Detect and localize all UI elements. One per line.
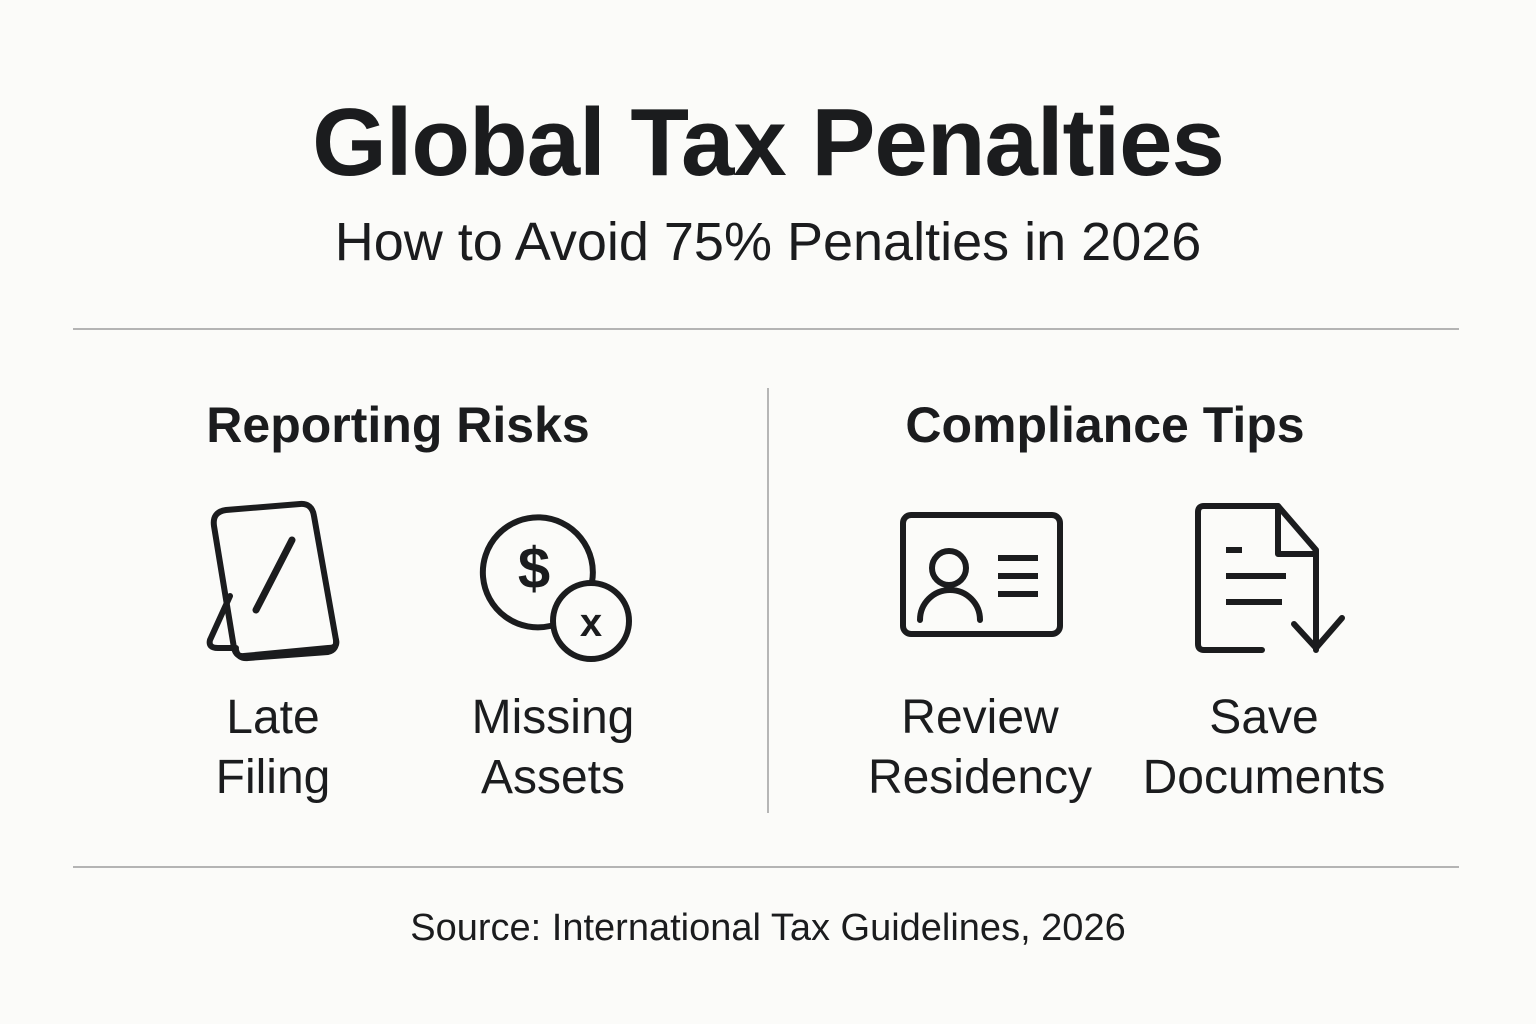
item-label-save-documents: Save Documents [1130, 688, 1398, 808]
section-title-reporting-risks: Reporting Risks [206, 397, 590, 453]
svg-text:x: x [580, 601, 602, 645]
document-download-icon [1195, 503, 1345, 653]
label-line-1: Missing [471, 691, 635, 744]
item-label-review-residency: Review Residency [850, 688, 1110, 808]
label-line-2: Assets [480, 751, 626, 804]
svg-text:$: $ [518, 536, 550, 601]
label-line-1: Review [901, 691, 1059, 744]
bottom-divider [73, 866, 1459, 868]
label-line-2: Residency [867, 751, 1093, 804]
source-citation: Source: International Tax Guidelines, 20… [410, 907, 1126, 949]
item-label-late-filing: Late Filing [173, 688, 373, 808]
section-title-compliance-tips: Compliance Tips [905, 397, 1305, 453]
id-card-icon [900, 512, 1063, 637]
item-label-missing-assets: Missing Assets [453, 688, 653, 808]
label-line-1: Save [1209, 691, 1319, 744]
vertical-divider [767, 388, 769, 813]
page-subtitle: How to Avoid 75% Penalties in 2026 [334, 212, 1202, 272]
label-line-2: Filing [215, 751, 331, 804]
top-divider [73, 328, 1459, 330]
label-line-1: Late [226, 691, 320, 744]
dollar-coin-x-icon: $ x [479, 514, 632, 662]
tablet-stand-icon [206, 500, 340, 662]
page-title: Global Tax Penalties [312, 89, 1225, 196]
label-line-2: Documents [1142, 751, 1386, 804]
